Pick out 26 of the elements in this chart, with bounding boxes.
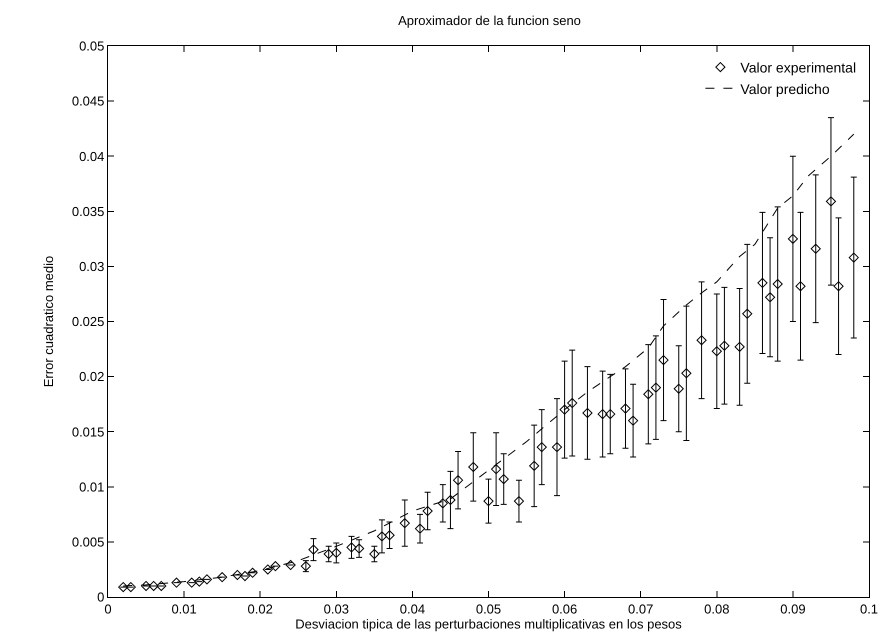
y-tick-label: 0.035 — [72, 204, 104, 219]
x-tick-label: 0.08 — [704, 602, 730, 617]
x-tick-label: 0.04 — [400, 602, 426, 617]
y-tick-label: 0 — [97, 590, 104, 605]
x-tick-label: 0.1 — [860, 602, 878, 617]
y-tick-label: 0.03 — [79, 258, 104, 274]
y-tick-label: 0.015 — [72, 424, 104, 440]
chart-title: Aproximador de la funcion seno — [398, 13, 581, 28]
x-tick-label: 0.03 — [324, 602, 349, 617]
x-axis-title: Desviacion tipica de las perturbaciones multiplicativas en los pesos — [295, 616, 682, 632]
x-tick-label: 0.01 — [171, 602, 197, 617]
x-tick-label: 0.06 — [552, 602, 578, 617]
x-tick-label: 0.05 — [476, 602, 502, 617]
y-axis-title: Error cuadratico medio — [40, 256, 56, 388]
legend-label: Valor experimental — [740, 60, 856, 76]
y-tick-label: 0.02 — [79, 369, 104, 384]
y-tick-label: 0.005 — [72, 534, 104, 550]
y-tick-label: 0.05 — [79, 38, 104, 54]
y-tick-label: 0.025 — [72, 314, 104, 330]
legend-label: Valor predicho — [740, 80, 830, 97]
y-tick-label: 0.045 — [72, 94, 104, 109]
x-tick-label: 0.07 — [628, 602, 654, 617]
x-tick-label: 0.02 — [248, 602, 273, 617]
y-tick-label: 0.01 — [79, 479, 104, 494]
x-tick-label: 0.09 — [780, 602, 806, 617]
y-tick-label: 0.04 — [79, 148, 104, 164]
